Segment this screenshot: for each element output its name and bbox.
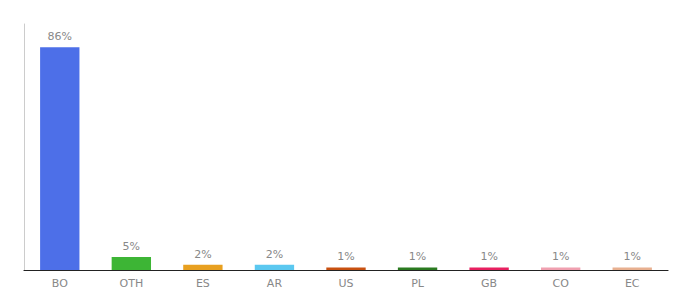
svg-text:GB: GB (481, 277, 497, 290)
svg-text:AR: AR (267, 277, 283, 290)
svg-text:1%: 1% (409, 250, 426, 263)
svg-text:US: US (338, 277, 353, 290)
svg-text:PL: PL (411, 277, 425, 290)
svg-text:5%: 5% (123, 240, 140, 253)
svg-text:OTH: OTH (120, 277, 144, 290)
svg-text:CO: CO (552, 277, 569, 290)
svg-text:1%: 1% (623, 250, 640, 263)
svg-text:1%: 1% (337, 250, 354, 263)
svg-text:EC: EC (625, 277, 640, 290)
svg-text:1%: 1% (480, 250, 497, 263)
svg-text:1%: 1% (552, 250, 569, 263)
svg-text:BO: BO (52, 277, 68, 290)
svg-text:2%: 2% (194, 248, 211, 261)
svg-text:86%: 86% (48, 30, 72, 43)
svg-text:ES: ES (196, 277, 210, 290)
svg-text:2%: 2% (266, 248, 283, 261)
